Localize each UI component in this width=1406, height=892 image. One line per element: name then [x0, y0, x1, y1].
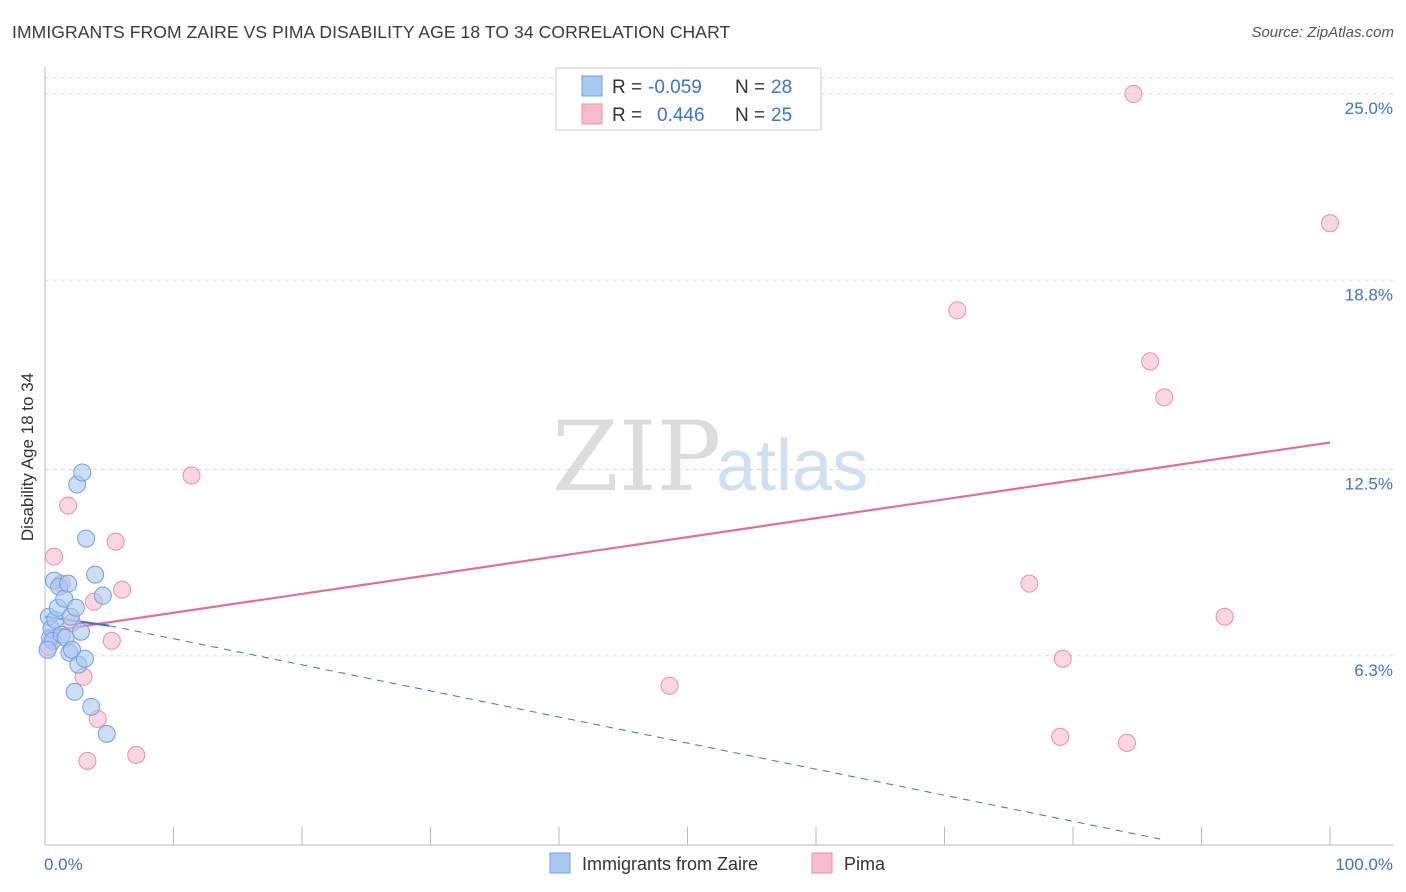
pima-point	[102, 631, 121, 650]
zaire-point	[62, 640, 81, 659]
zaire-point	[65, 682, 84, 701]
watermark-atlas: atlas	[716, 426, 868, 506]
zaire-point	[73, 463, 92, 482]
pima-point	[1124, 85, 1143, 104]
legend-n-label-1: N =	[735, 77, 765, 98]
zaire-point	[86, 565, 105, 584]
zaire-point	[75, 649, 94, 668]
legend-r-value-2: 0.446	[657, 105, 705, 126]
zaire-points	[38, 463, 116, 743]
x-tick-labels: 0.0% 100.0%	[44, 855, 1393, 874]
bottom-legend-swatch-blue	[549, 852, 571, 874]
pima-trend-line	[44, 441, 1331, 633]
pima-point	[113, 580, 132, 599]
pima-point	[660, 676, 679, 695]
y-tick-label: 18.8%	[1345, 285, 1393, 304]
bottom-legend-swatch-pink	[811, 852, 833, 874]
y-axis-label: Disability Age 18 to 34	[18, 373, 37, 541]
bottom-legend-label-zaire: Immigrants from Zaire	[582, 854, 758, 874]
pima-point	[1155, 388, 1174, 407]
legend-r-label-1: R =	[612, 77, 642, 98]
zaire-point	[66, 598, 85, 617]
pima-point	[1321, 214, 1339, 233]
stats-legend: R = -0.059 N = 28 R = 0.446 N = 25	[555, 67, 822, 131]
y-tick-label: 12.5%	[1345, 475, 1393, 494]
watermark-zip: ZIP	[552, 401, 721, 513]
pima-point	[1053, 649, 1072, 668]
pima-points	[39, 85, 1339, 770]
axes	[44, 67, 1393, 846]
legend-n-value-1: 28	[771, 77, 792, 98]
x-tick-label-min: 0.0%	[44, 855, 83, 874]
legend-r-label-2: R =	[612, 105, 642, 126]
watermark: ZIP atlas	[552, 401, 868, 513]
source-label: Source: ZipAtlas.com	[1251, 24, 1394, 41]
legend-swatch-pink	[581, 103, 603, 125]
y-tick-label: 25.0%	[1345, 99, 1393, 118]
x-tick-label-max: 100.0%	[1335, 855, 1393, 874]
zaire-trend-extension	[109, 625, 1161, 840]
pima-point	[78, 751, 97, 770]
zaire-point	[82, 697, 101, 716]
pima-point	[182, 466, 201, 485]
pima-point	[127, 745, 146, 764]
pima-point	[1051, 727, 1070, 746]
legend-swatch-blue	[581, 75, 603, 97]
series-legend: Immigrants from Zaire Pima	[549, 852, 886, 874]
chart-title: IMMIGRANTS FROM ZAIRE VS PIMA DISABILITY…	[12, 22, 731, 42]
pima-point	[1141, 352, 1160, 371]
pima-point	[106, 532, 125, 551]
zaire-point	[38, 640, 57, 659]
legend-r-value-1: -0.059	[648, 77, 702, 98]
zaire-point	[59, 574, 78, 593]
y-tick-label: 6.3%	[1354, 661, 1393, 680]
pima-point	[59, 496, 78, 515]
bottom-legend-label-pima: Pima	[844, 854, 886, 874]
zaire-point	[77, 529, 96, 548]
pima-point	[1117, 733, 1136, 752]
zaire-point	[71, 622, 90, 641]
legend-n-value-2: 25	[771, 105, 792, 126]
zaire-point	[97, 724, 116, 743]
y-tick-labels: 6.3% 12.5% 18.8% 25.0%	[1345, 99, 1393, 680]
pima-point	[948, 301, 967, 320]
pima-point	[44, 547, 63, 566]
pima-point	[1020, 574, 1039, 593]
gridlines	[45, 77, 1393, 657]
zaire-point	[93, 586, 112, 605]
legend-n-label-2: N =	[735, 105, 765, 126]
pima-point	[1215, 607, 1234, 626]
